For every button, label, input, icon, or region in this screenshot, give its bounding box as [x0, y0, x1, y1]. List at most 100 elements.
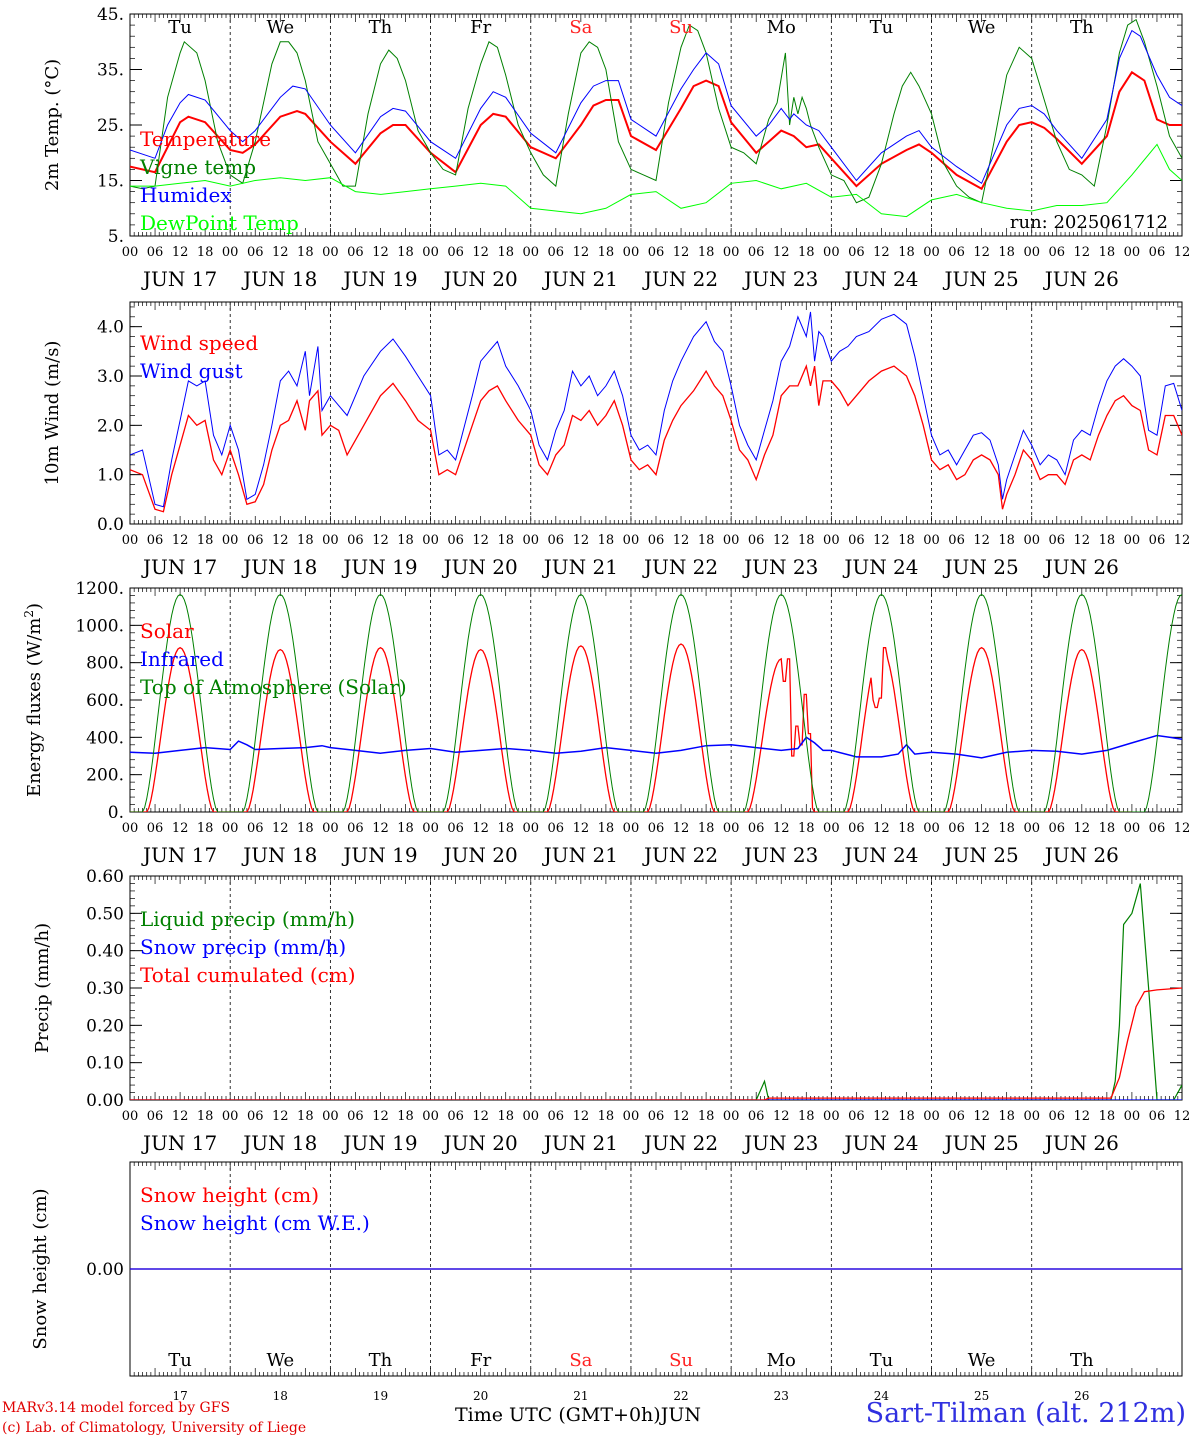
hour-tick-label: 06: [948, 533, 965, 548]
y-axis-label: Precip (mm/h): [32, 923, 53, 1053]
hour-tick-label: 18: [497, 533, 514, 548]
hour-tick-label: 00: [122, 533, 139, 548]
station-name: Sart-Tilman (alt. 212m): [865, 1398, 1186, 1429]
hour-tick-label: 12: [573, 821, 590, 836]
hour-tick-label: 18: [297, 245, 314, 260]
y-tick-label: 45.: [97, 5, 124, 25]
hour-tick-label: 06: [648, 533, 665, 548]
hour-tick-label: 00: [623, 245, 640, 260]
hour-tick-label: 00: [923, 245, 940, 260]
hour-tick-label: 18: [598, 533, 615, 548]
weekday-label: Tu: [870, 17, 894, 38]
weekday-label: Th: [369, 1350, 393, 1371]
hour-tick-label: 06: [648, 1109, 665, 1124]
hour-tick-label: 00: [623, 1109, 640, 1124]
plot-frame: [129, 13, 1183, 237]
date-label: JUN 19: [341, 1131, 417, 1155]
hour-tick-label: 00: [723, 821, 740, 836]
hour-tick-label: 18: [1099, 1109, 1116, 1124]
hour-tick-label: 06: [948, 821, 965, 836]
day-number-label: 25: [974, 1389, 989, 1403]
panel-precip: 0.00 0.10 0.20 0.30 0.40 0.50 0.60 Precip (mm/h…: [32, 867, 1190, 1155]
hour-tick-label: 12: [1074, 821, 1091, 836]
hour-tick-label: 18: [297, 821, 314, 836]
hour-tick-label: 18: [497, 1109, 514, 1124]
hour-tick-label: 00: [1124, 245, 1141, 260]
weekday-label: Tu: [168, 1350, 192, 1371]
hour-tick-label: 12: [773, 245, 790, 260]
hour-tick-label: 06: [147, 821, 164, 836]
date-label: JUN 17: [141, 267, 217, 291]
hour-tick-label: 06: [548, 1109, 565, 1124]
y-tick-label: 1000.: [75, 616, 124, 636]
hour-tick-label: 00: [723, 245, 740, 260]
hour-tick-label: 18: [1099, 533, 1116, 548]
x-axis-title-text: Time UTC (GMT+0h): [455, 1404, 661, 1426]
weekday-label: Tu: [168, 17, 192, 38]
hour-tick-label: 00: [422, 1109, 439, 1124]
hour-tick-label: 06: [948, 245, 965, 260]
hour-tick-label: 18: [798, 245, 815, 260]
hour-tick-label: 18: [798, 533, 815, 548]
hour-tick-label: 18: [798, 821, 815, 836]
weekday-label: We: [968, 1350, 996, 1371]
hour-tick-label: 18: [998, 821, 1015, 836]
date-label: JUN 17: [141, 843, 217, 867]
legend-entry: Humidex: [140, 183, 232, 207]
legend-entry: Infrared: [140, 647, 224, 671]
hour-tick-label: 18: [998, 533, 1015, 548]
credit-model: MARv3.14 model forced by GFS: [2, 1400, 231, 1416]
hour-tick-label: 00: [222, 533, 239, 548]
legend-entry: Liquid precip (mm/h): [140, 907, 355, 931]
hour-tick-label: 06: [1149, 821, 1166, 836]
hour-tick-label: 12: [472, 1109, 489, 1124]
date-label: JUN 20: [442, 555, 518, 579]
weekday-label: Tu: [870, 1350, 894, 1371]
hour-tick-label: 12: [973, 245, 990, 260]
hour-tick-label: 00: [422, 533, 439, 548]
y-axis-label: Snow height (cm): [30, 1188, 51, 1349]
hour-tick-label: 12: [773, 1109, 790, 1124]
hour-tick-label: 18: [898, 1109, 915, 1124]
hour-tick-label: 12: [873, 1109, 890, 1124]
hour-tick-label: 06: [1048, 1109, 1065, 1124]
hour-tick-label: 00: [522, 533, 539, 548]
hour-tick-label: 18: [497, 245, 514, 260]
hour-tick-label: 18: [898, 821, 915, 836]
hour-tick-label: 12: [873, 533, 890, 548]
hour-tick-label: 12: [673, 533, 690, 548]
date-label: JUN 17: [141, 555, 217, 579]
hour-tick-label: 06: [848, 533, 865, 548]
hour-tick-label: 12: [873, 245, 890, 260]
hour-tick-label: 12: [172, 821, 189, 836]
weekday-label: Th: [1070, 1350, 1094, 1371]
y-axis-label: 10m Wind (m/s): [42, 341, 63, 486]
hour-tick-label: 00: [122, 1109, 139, 1124]
legend-entry: Solar: [140, 619, 194, 643]
hour-tick-label: 00: [122, 245, 139, 260]
legend-entry: Wind speed: [140, 331, 258, 355]
weekday-label: Su: [669, 1350, 693, 1371]
legend-entry: Total cumulated (cm): [140, 963, 356, 987]
hour-tick-label: 00: [1023, 821, 1040, 836]
hour-tick-label: 00: [1023, 533, 1040, 548]
weekday-label: Th: [1070, 17, 1094, 38]
hour-tick-label: 18: [497, 821, 514, 836]
hour-tick-label: 18: [297, 1109, 314, 1124]
y-tick-label: 35.: [97, 61, 124, 81]
date-label: JUN 22: [642, 555, 718, 579]
hour-tick-label: 06: [147, 533, 164, 548]
hour-tick-label: 06: [1149, 1109, 1166, 1124]
hour-tick-label: 00: [1124, 1109, 1141, 1124]
weekday-label: Sa: [569, 17, 592, 38]
hour-tick-label: 06: [548, 533, 565, 548]
hour-tick-label: 18: [798, 1109, 815, 1124]
y-tick-label: 1200.: [75, 579, 124, 599]
hour-tick-label: 06: [447, 245, 464, 260]
hour-tick-label: 00: [322, 533, 339, 548]
hour-tick-label: 06: [447, 1109, 464, 1124]
hour-tick-label: 12: [472, 245, 489, 260]
day-number-label: 22: [673, 1389, 688, 1403]
hour-tick-label: 06: [748, 245, 765, 260]
hour-tick-label: 12: [472, 821, 489, 836]
